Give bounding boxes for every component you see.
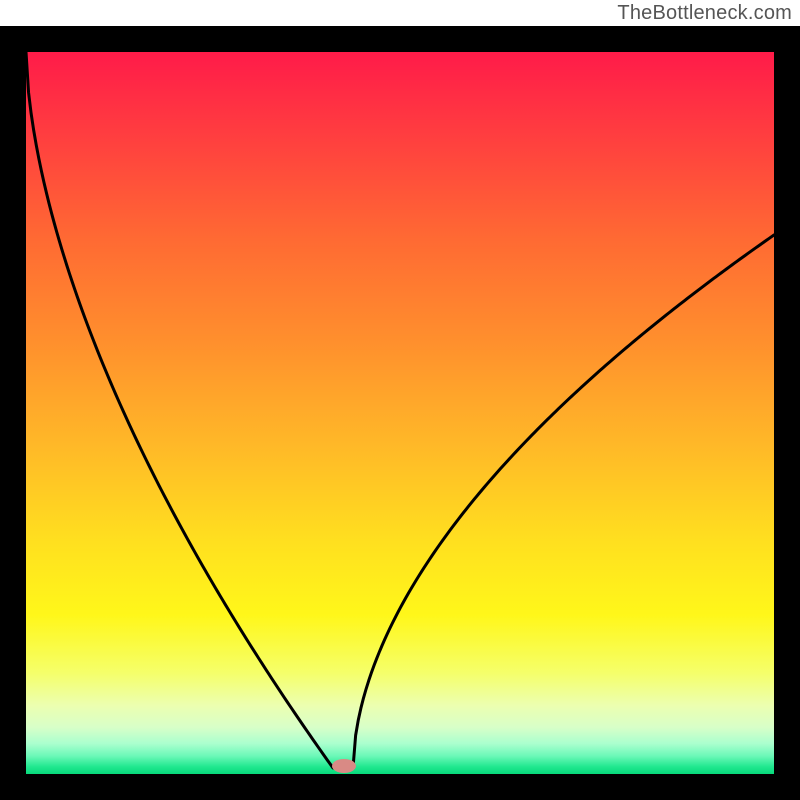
optimum-marker xyxy=(332,759,356,773)
gradient-background xyxy=(26,52,774,774)
watermark-text: TheBottleneck.com xyxy=(617,2,792,25)
bottleneck-chart xyxy=(0,0,800,800)
chart-container: TheBottleneck.com xyxy=(0,0,800,800)
